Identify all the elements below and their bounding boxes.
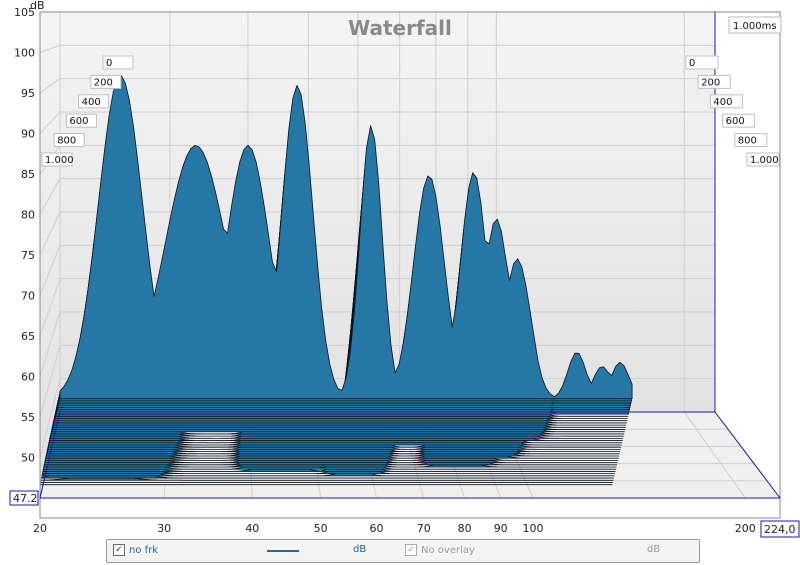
legend-item-label: no frk xyxy=(129,544,159,556)
x-cursor-readout: 224,0 xyxy=(760,520,800,538)
y-tick-label: 90 xyxy=(21,128,35,141)
time-tick-box xyxy=(709,94,743,109)
y-tick-label: 75 xyxy=(21,249,35,262)
time-axis-ticks: 0 0 200 200 400 400 600 600 800 800 1.000 1.000 xyxy=(41,55,780,167)
time-tick-label-left: 1.000 xyxy=(45,155,74,166)
time-tick-label-left: 200 xyxy=(94,77,113,88)
y-tick-label: 50 xyxy=(21,452,35,465)
time-tick-box xyxy=(685,55,719,70)
x-tick-label: 100 xyxy=(522,522,543,535)
x-tick-label: 80 xyxy=(458,522,472,535)
time-tick-label-right: 400 xyxy=(713,97,732,108)
y-tick-label: 55 xyxy=(21,411,35,424)
x-tick-label: 20 xyxy=(33,522,47,535)
time-tick-label-left: 0 xyxy=(106,58,112,69)
grid-line xyxy=(39,345,61,418)
level-cursor-line xyxy=(39,411,61,499)
time-tick-box xyxy=(722,113,756,128)
legend-item-label: No overlay xyxy=(421,544,475,556)
x-readout-value: 224,0 xyxy=(764,523,796,536)
time-tick-label-left: 600 xyxy=(69,116,88,127)
chart-title: Waterfall xyxy=(348,16,452,40)
time-readout: 1.000ms xyxy=(728,16,782,34)
plot-frame xyxy=(39,11,781,519)
time-tick-box xyxy=(53,133,85,148)
y-tick-label: 65 xyxy=(21,330,35,343)
time-tick-label-right: 200 xyxy=(701,77,720,88)
x-tick-label: 50 xyxy=(314,522,328,535)
series-swatch-icon xyxy=(267,550,299,552)
chart-frame xyxy=(39,11,781,519)
waterfall-chart[interactable]: Waterfall 4550556065707580859095100105 2… xyxy=(0,0,800,540)
grid-line xyxy=(39,78,61,94)
legend-item-no-overlay[interactable]: ✓ No overlay xyxy=(405,544,475,556)
y-tick-label: 100 xyxy=(14,47,35,60)
time-tick-label-right: 800 xyxy=(738,136,757,147)
grid-line xyxy=(39,311,61,377)
grid-line xyxy=(39,245,61,296)
y-axis-ticks: 4550556065707580859095100105 xyxy=(14,6,35,505)
y-tick-label: 95 xyxy=(21,87,35,100)
time-tick-box xyxy=(41,152,73,167)
grid-line xyxy=(39,111,61,134)
time-tick-box xyxy=(746,152,780,167)
legend-bar: ✓ no frk dB ✓ No overlay dB xyxy=(106,539,700,563)
waterfall-slice xyxy=(59,75,633,400)
legend-item-no-frk[interactable]: ✓ no frk xyxy=(113,544,158,556)
time-tick-box xyxy=(697,74,731,89)
time-tick-box xyxy=(734,133,768,148)
time-tick-label-left: 400 xyxy=(82,97,101,108)
grid-line xyxy=(39,378,61,458)
grid-line xyxy=(683,411,746,499)
x-tick-label: 200 xyxy=(735,522,756,535)
x-tick-label: 60 xyxy=(370,522,384,535)
x-tick-label: 40 xyxy=(245,522,259,535)
time-tick-label-right: 1.000 xyxy=(750,155,779,166)
y-tick-label: 105 xyxy=(14,6,35,19)
time-tick-label-right: 0 xyxy=(689,58,695,69)
time-tick-box xyxy=(102,55,134,70)
legend-item-unit: dB xyxy=(647,544,661,555)
checkbox-disabled-icon[interactable]: ✓ xyxy=(405,544,417,556)
y-tick-label: 60 xyxy=(21,371,35,384)
x-tick-label: 90 xyxy=(494,522,508,535)
time-tick-box xyxy=(65,113,97,128)
y-tick-label: 80 xyxy=(21,209,35,222)
waterfall-slices xyxy=(39,75,633,486)
checkbox-checked-icon[interactable]: ✓ xyxy=(113,544,125,556)
y-cursor-readout: 47.2 xyxy=(9,490,39,506)
grid-line xyxy=(39,278,61,337)
y-tick-label: 85 xyxy=(21,168,35,181)
time-max-label: 1.000ms xyxy=(733,21,777,32)
grid-line xyxy=(39,44,61,53)
x-axis-ticks: 20 30 40 50 60 70 80 90 100 200 xyxy=(33,522,756,535)
y-axis-label: dB xyxy=(30,0,45,12)
time-tick-label-left: 800 xyxy=(57,136,76,147)
grid-line xyxy=(39,211,61,256)
legend-item-unit: dB xyxy=(353,544,367,555)
grid-line xyxy=(39,178,61,215)
x-tick-label: 70 xyxy=(417,522,431,535)
time-tick-label-right: 600 xyxy=(726,116,745,127)
frequency-cursor-line xyxy=(714,411,781,499)
y-tick-label: 70 xyxy=(21,290,35,303)
y-readout-value: 47.2 xyxy=(13,492,38,505)
time-tick-box xyxy=(90,74,122,89)
time-tick-box xyxy=(78,94,110,109)
x-tick-label: 30 xyxy=(157,522,171,535)
